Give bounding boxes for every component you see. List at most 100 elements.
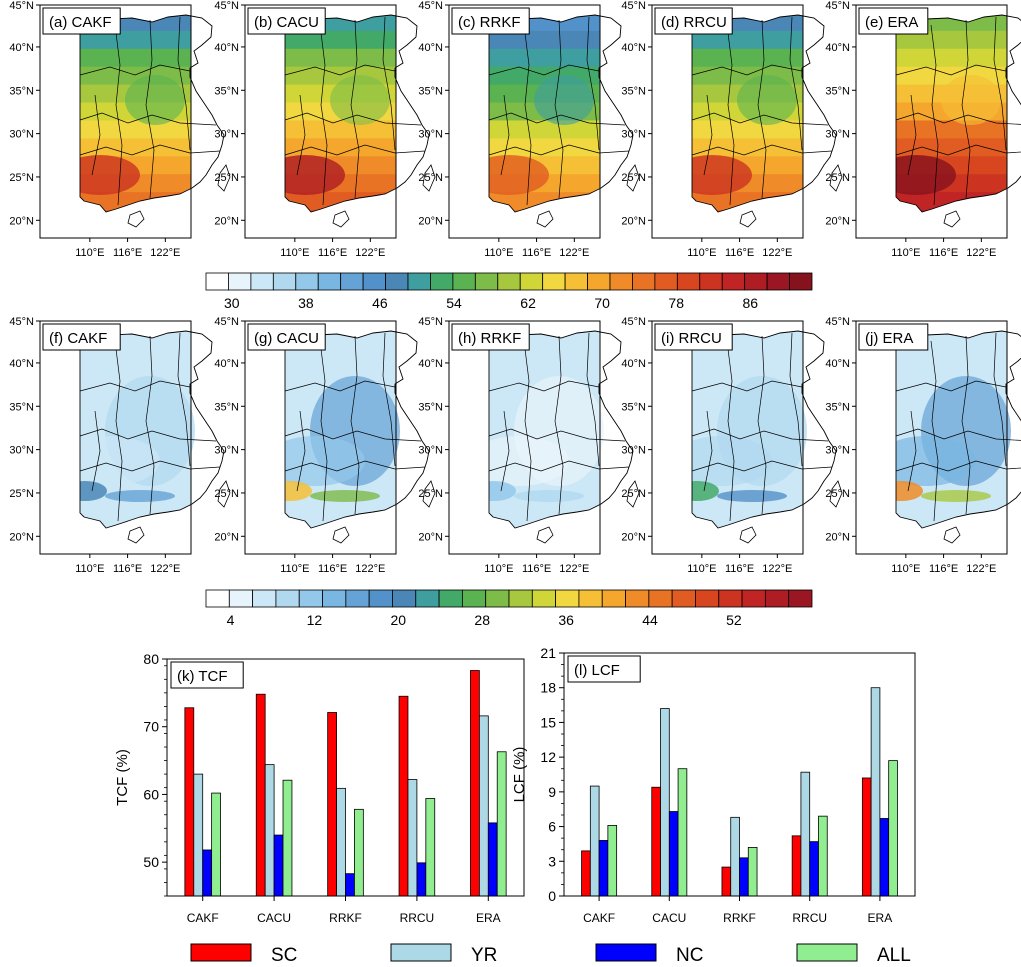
colorbar-cell [275, 589, 300, 608]
field-spot [941, 75, 1001, 125]
x-tick-label: CACU [652, 911, 686, 925]
y-tick-label: 12 [540, 749, 556, 765]
colorbar: 4 12 20 28 36 44 52 [205, 589, 813, 628]
colorbar-cell [676, 272, 701, 291]
province-borders [284, 14, 436, 228]
colorbar-cell [452, 272, 476, 291]
island-outline [536, 526, 554, 544]
colorbar-label: 46 [372, 295, 388, 311]
lon-label: 122°E [150, 563, 180, 575]
map-field [896, 15, 1007, 212]
x-tick-label: CACU [257, 911, 291, 925]
lat-label: 40°N [621, 42, 646, 54]
coastline [284, 14, 430, 213]
lon-label: 110°E [280, 563, 309, 575]
field-spot [717, 490, 787, 502]
lat-label: 35°N [621, 401, 646, 413]
x-tick-label: CAKF [583, 911, 615, 925]
lon-label: 110°E [687, 563, 716, 575]
province-border [319, 340, 328, 522]
province-border [554, 19, 564, 199]
lon-label: 122°E [762, 563, 792, 575]
lat-label: 40°N [214, 358, 239, 370]
province-borders [488, 330, 640, 544]
province-border [691, 380, 803, 392]
colorbar-label: 70 [594, 295, 610, 311]
field-spot [80, 436, 160, 486]
lon-label: 116°E [929, 247, 958, 259]
x-tick-label: ERA [868, 911, 893, 925]
province-border [382, 332, 396, 467]
y-tick-label: 21 [540, 645, 556, 661]
panel-label: (g) CACU [254, 330, 319, 347]
colorbar-cell [392, 589, 417, 608]
bar [677, 768, 688, 897]
lat-label: 35°N [825, 85, 850, 97]
island-outline [127, 526, 145, 544]
province-borders [79, 330, 231, 544]
coastline [79, 330, 225, 529]
lat-label: 40°N [825, 42, 850, 54]
field-band [489, 192, 600, 212]
colorbar-cell [718, 589, 743, 608]
panel-label-box [451, 323, 530, 351]
x-tick-label: RRCU [400, 911, 435, 925]
colorbar-cell [744, 272, 768, 291]
province-border [177, 16, 191, 151]
province-border [930, 340, 939, 522]
province-border [961, 19, 971, 199]
colorbar-cell [671, 589, 696, 608]
lon-label: 110°E [891, 247, 920, 259]
bar [282, 779, 293, 897]
panel-label-box [654, 323, 733, 351]
lat-label: 45°N [214, 0, 239, 12]
lon-label: 116°E [113, 247, 142, 259]
lat-label: 25°N [621, 488, 646, 500]
bar-chart: CAKF CACU RRKF RRCU ERA 50 60 70 80 TCF (%) (k) TC… [114, 651, 525, 925]
legend-swatch [796, 943, 858, 962]
colorbar-label: 62 [520, 295, 536, 311]
province-border [554, 335, 564, 515]
bar [202, 849, 213, 897]
y-tick-label: 50 [143, 854, 159, 870]
bar [800, 771, 811, 897]
lon-label: 110°E [891, 563, 920, 575]
province-border [319, 24, 328, 206]
legend-swatch [595, 943, 657, 962]
island-outline [332, 210, 350, 228]
colorbar-cell [601, 589, 626, 608]
bar [809, 841, 819, 897]
colorbar-label: 54 [446, 295, 462, 311]
colorbar-cell [415, 589, 440, 608]
lat-label: 20°N [418, 531, 443, 543]
map-panel: 20°N 25°N 30°N 35°N 40°N 45°N 110°E 116°E 122°E (… [825, 316, 1021, 575]
colorbar-cell [407, 272, 431, 291]
field-spot [692, 155, 752, 195]
field-spot [534, 75, 594, 125]
lat-label: 20°N [418, 215, 443, 227]
lat-label: 25°N [825, 172, 850, 184]
lat-label: 20°N [825, 531, 850, 543]
x-tick-label: RRKF [329, 911, 362, 925]
coastline [488, 330, 634, 529]
lat-label: 30°N [9, 129, 34, 141]
province-border [523, 340, 532, 522]
y-tick-label: 70 [143, 719, 159, 735]
coastline [691, 14, 837, 213]
map-field [896, 331, 1011, 528]
field-spot [896, 481, 923, 501]
coastline [895, 330, 1021, 529]
chart-title-box [567, 655, 641, 683]
y-axis-label: TCF (%) [114, 749, 131, 806]
province-border [895, 144, 1021, 156]
lat-label: 35°N [214, 85, 239, 97]
colorbar-cell [430, 272, 454, 291]
lat-label: 25°N [825, 488, 850, 500]
province-border [895, 460, 1021, 472]
bar [818, 815, 828, 897]
island-outline [626, 480, 640, 508]
colorbar-label: 78 [668, 295, 684, 311]
map-panel: 20°N 25°N 30°N 35°N 40°N 45°N 110°E 116°E 122°E (… [418, 0, 640, 259]
province-borders [284, 330, 436, 544]
